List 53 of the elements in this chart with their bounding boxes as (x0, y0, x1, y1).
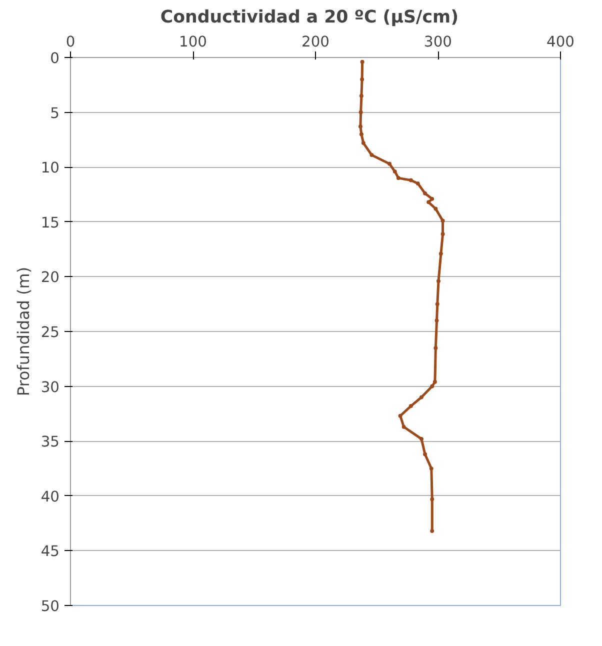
y-tick-label: 10 (40, 160, 60, 177)
point (430, 196, 434, 201)
x-tick-label: 300 (424, 34, 452, 50)
point (361, 140, 366, 145)
y-tick-label: 0 (50, 50, 60, 67)
point (430, 528, 434, 533)
y-tick-label: 20 (40, 269, 60, 286)
point (429, 466, 434, 470)
point (359, 94, 364, 98)
x-tick-label: 0 (66, 34, 76, 50)
point (358, 124, 362, 129)
point (434, 318, 439, 323)
x-tick-label: 400 (546, 34, 574, 50)
point (408, 404, 413, 408)
point (440, 218, 445, 223)
point (396, 176, 400, 180)
point (408, 178, 413, 182)
y-tick-label: 45 (40, 543, 60, 560)
point (435, 302, 440, 306)
point (360, 77, 364, 82)
point (438, 252, 443, 256)
point (392, 169, 397, 174)
point (423, 452, 428, 456)
point (440, 232, 445, 236)
y-tick-label: 25 (40, 324, 60, 341)
x-tick-label: 100 (179, 34, 207, 50)
point (423, 191, 428, 196)
point (387, 162, 392, 166)
point (402, 424, 406, 429)
point (430, 384, 434, 388)
y-tick-label: 40 (40, 488, 60, 506)
point (358, 110, 363, 114)
y-tick-label: 15 (40, 214, 60, 232)
point (434, 206, 438, 211)
chart-title: Conductividad a 20 ºC (µS/cm) (160, 8, 459, 28)
y-tick-label: 5 (50, 104, 60, 122)
y-tick-label: 35 (40, 434, 60, 451)
point (416, 182, 420, 186)
point (419, 395, 424, 400)
point (370, 153, 374, 158)
x-tick-label: 200 (302, 34, 330, 50)
point (360, 60, 364, 64)
y-axis-title: Profundidad (m) (14, 266, 33, 396)
point (419, 436, 424, 441)
point (398, 414, 402, 418)
point (359, 132, 364, 136)
point (432, 380, 437, 384)
y-tick-label: 50 (40, 598, 60, 615)
point (426, 200, 431, 204)
point (434, 346, 438, 350)
point (436, 279, 440, 284)
point (430, 497, 434, 502)
y-tick-label: 30 (40, 378, 60, 396)
